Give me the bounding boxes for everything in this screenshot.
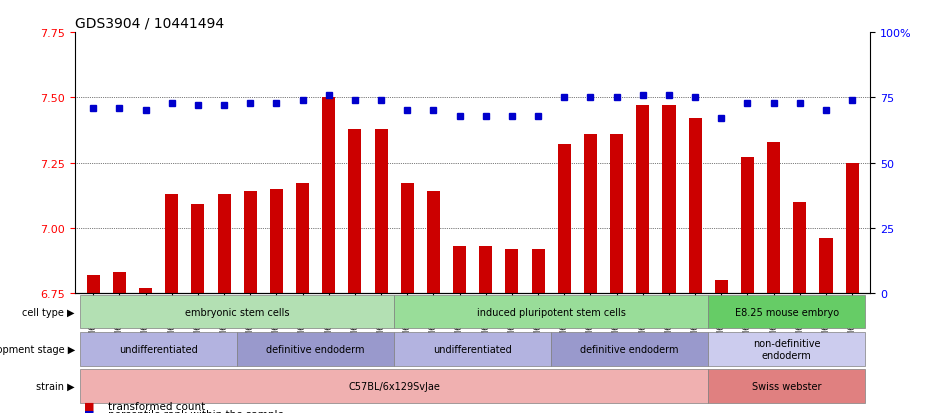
Bar	[479, 247, 492, 293]
Bar	[663, 106, 676, 293]
Bar	[374, 129, 388, 293]
Bar	[532, 249, 545, 293]
Bar	[845, 163, 858, 293]
Text: undifferentiated: undifferentiated	[433, 344, 512, 354]
Bar	[558, 145, 571, 293]
Bar	[453, 247, 466, 293]
Text: strain ▶: strain ▶	[37, 381, 75, 391]
Bar	[296, 184, 309, 293]
Bar	[401, 184, 414, 293]
Text: undifferentiated: undifferentiated	[119, 344, 198, 354]
Text: cell type ▶: cell type ▶	[22, 307, 75, 317]
Bar	[191, 205, 204, 293]
Bar	[427, 192, 440, 293]
Text: transformed count: transformed count	[108, 401, 205, 411]
Text: induced pluripotent stem cells: induced pluripotent stem cells	[476, 307, 625, 317]
FancyBboxPatch shape	[80, 369, 709, 403]
Bar	[322, 98, 335, 293]
Bar	[715, 280, 728, 293]
Bar	[689, 119, 702, 293]
Text: definitive endoderm: definitive endoderm	[580, 344, 679, 354]
Bar	[636, 106, 650, 293]
Bar	[113, 273, 126, 293]
FancyBboxPatch shape	[709, 332, 865, 366]
Text: definitive endoderm: definitive endoderm	[267, 344, 365, 354]
Bar	[217, 195, 230, 293]
Bar	[270, 189, 283, 293]
Text: Swiss webster: Swiss webster	[752, 381, 822, 391]
FancyBboxPatch shape	[709, 369, 865, 403]
FancyBboxPatch shape	[551, 332, 709, 366]
Text: E8.25 mouse embryo: E8.25 mouse embryo	[735, 307, 839, 317]
FancyBboxPatch shape	[394, 295, 709, 329]
Bar	[243, 192, 256, 293]
Bar	[348, 129, 361, 293]
Text: development stage ▶: development stage ▶	[0, 344, 75, 354]
Text: ■: ■	[84, 409, 95, 413]
Text: embryonic stem cells: embryonic stem cells	[185, 307, 289, 317]
FancyBboxPatch shape	[709, 295, 865, 329]
FancyBboxPatch shape	[394, 332, 551, 366]
Bar	[768, 142, 781, 293]
Bar	[819, 239, 832, 293]
Bar	[610, 135, 623, 293]
FancyBboxPatch shape	[80, 295, 394, 329]
Bar	[794, 202, 806, 293]
Text: percentile rank within the sample: percentile rank within the sample	[108, 409, 284, 413]
Text: ■: ■	[84, 401, 95, 411]
Bar	[584, 135, 597, 293]
FancyBboxPatch shape	[237, 332, 394, 366]
Text: C57BL/6x129SvJae: C57BL/6x129SvJae	[348, 381, 440, 391]
Text: non-definitive
endoderm: non-definitive endoderm	[753, 338, 821, 360]
Bar	[87, 275, 100, 293]
Bar	[741, 158, 754, 293]
Bar	[165, 195, 178, 293]
Bar	[505, 249, 519, 293]
FancyBboxPatch shape	[80, 332, 237, 366]
Text: GDS3904 / 10441494: GDS3904 / 10441494	[75, 17, 224, 31]
Bar	[139, 288, 152, 293]
